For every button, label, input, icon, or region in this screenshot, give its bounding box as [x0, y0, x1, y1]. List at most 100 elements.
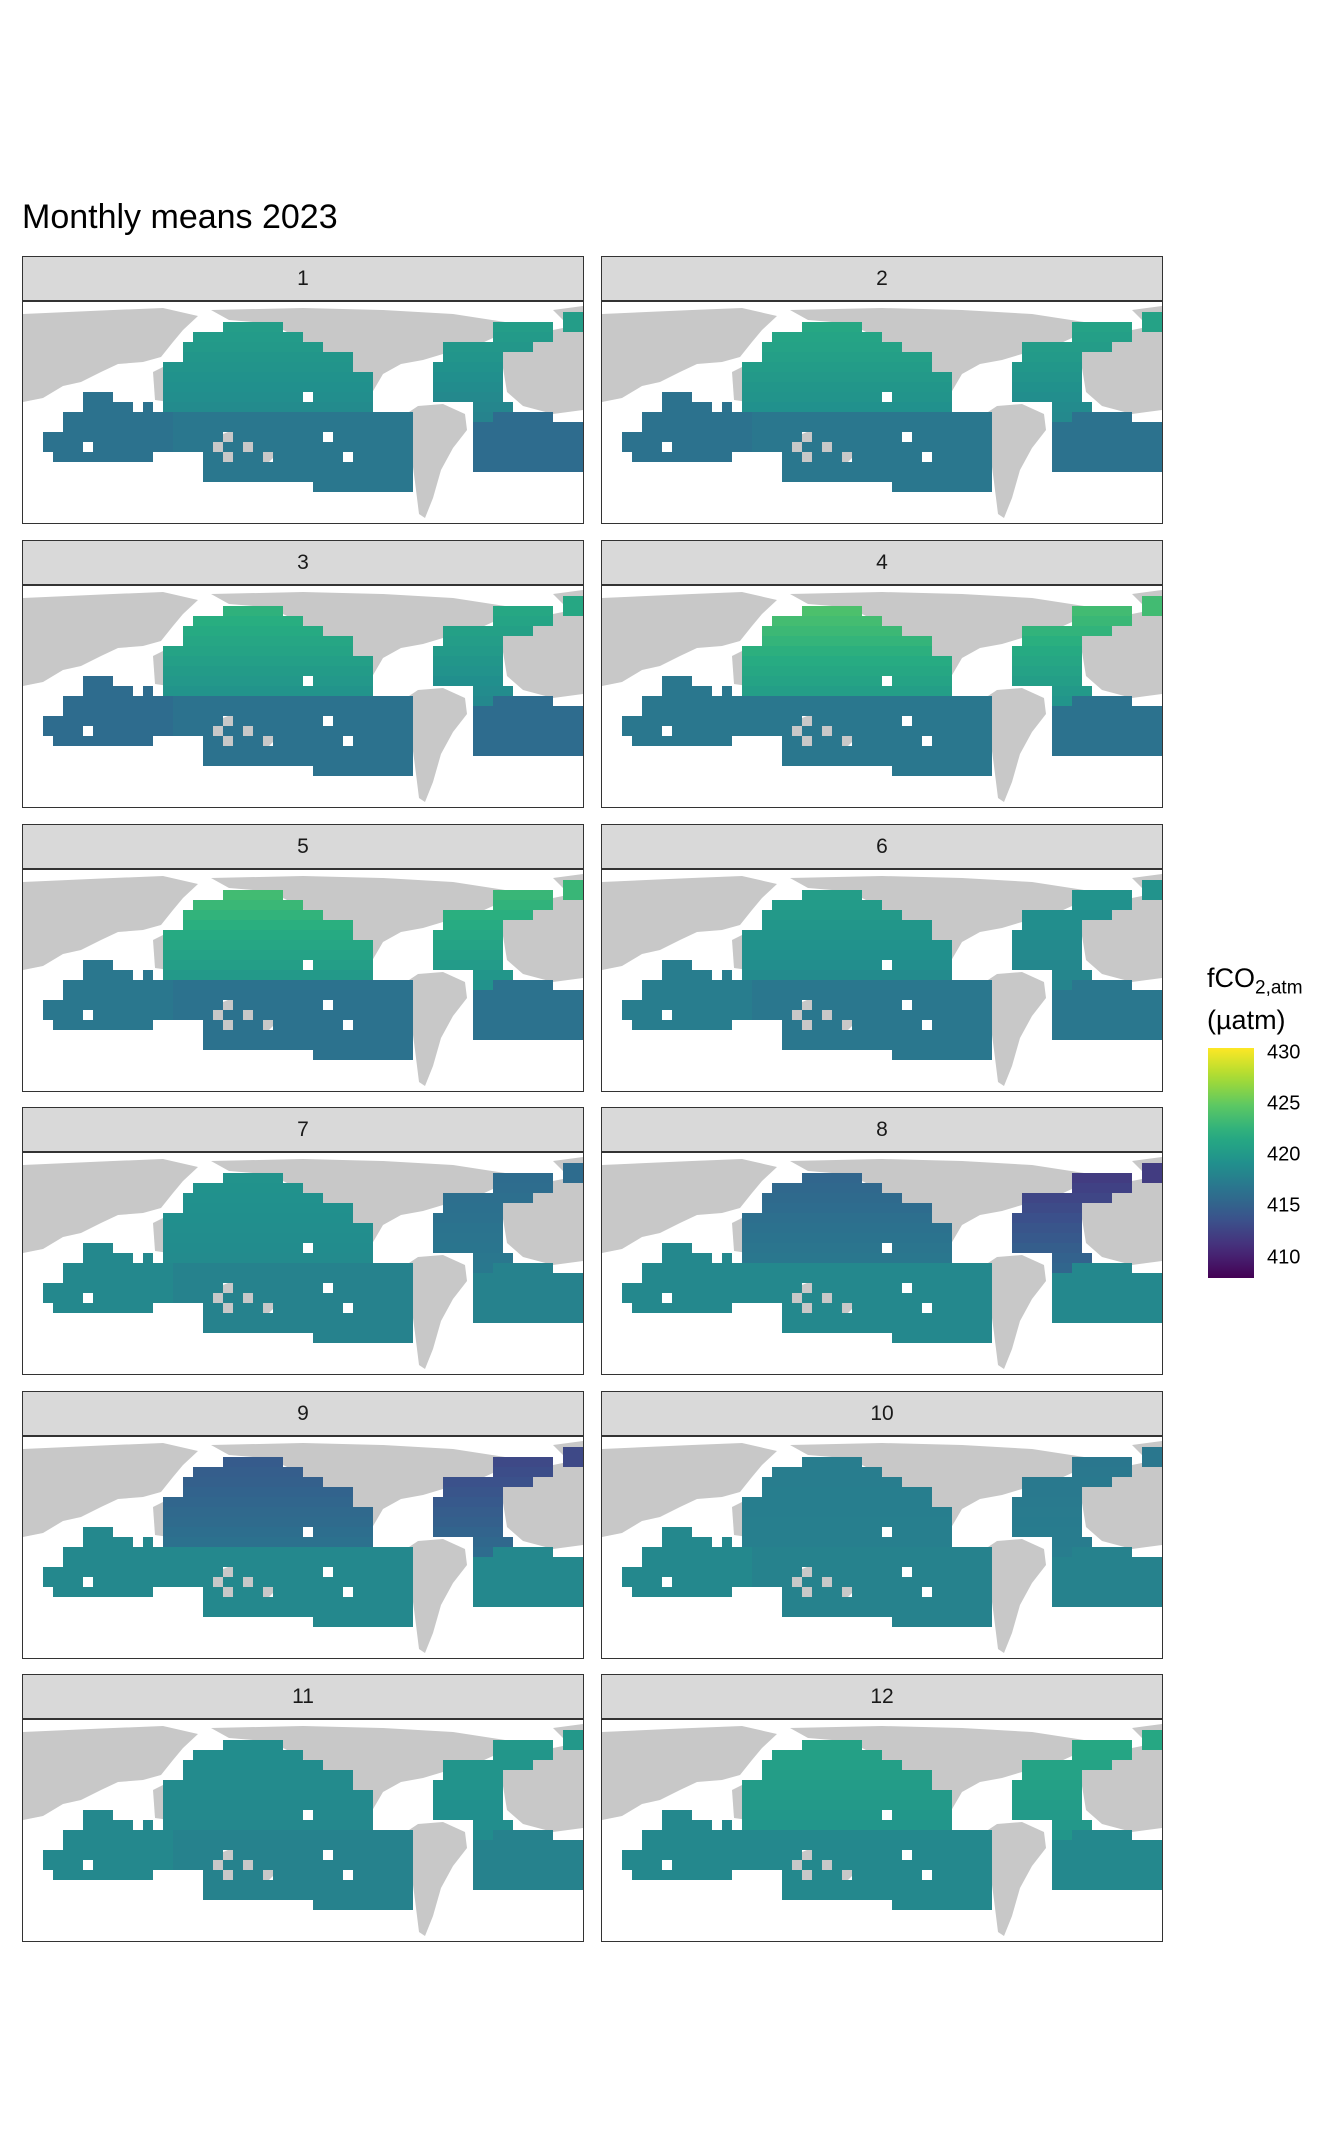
data-cell: [73, 452, 83, 462]
data-cell: [273, 1313, 283, 1323]
data-cell: [263, 1253, 273, 1263]
data-cell: [812, 1323, 822, 1333]
data-cell: [493, 706, 503, 716]
data-cell: [123, 1273, 133, 1283]
data-cell: [333, 1537, 343, 1547]
data-cell: [273, 1283, 283, 1293]
data-cell: [403, 1577, 413, 1587]
land-shape: [982, 1255, 1046, 1369]
data-cell: [822, 1253, 832, 1263]
data-cell: [303, 1020, 313, 1030]
data-cell: [103, 1273, 113, 1283]
data-cell: [892, 656, 902, 666]
data-cell: [233, 1577, 243, 1587]
data-cell: [1062, 462, 1072, 472]
data-cell: [503, 1193, 513, 1203]
data-cell: [912, 352, 922, 362]
data-cell: [253, 1203, 263, 1213]
data-cell: [303, 1030, 313, 1040]
data-cell: [373, 1293, 383, 1303]
data-cell: [1102, 322, 1112, 332]
data-cell: [283, 392, 293, 402]
data-cell: [493, 736, 503, 746]
data-cell: [313, 746, 323, 756]
data-cell: [1022, 910, 1032, 920]
data-cell: [233, 1517, 243, 1527]
data-cell: [203, 1577, 213, 1587]
data-cell: [922, 646, 932, 656]
data-cell: [922, 666, 932, 676]
data-cell: [862, 462, 872, 472]
data-cell: [862, 1273, 872, 1283]
data-cell: [343, 636, 353, 646]
data-cell: [103, 402, 113, 412]
data-cell: [373, 1010, 383, 1020]
data-cell: [563, 432, 573, 442]
data-cell: [213, 1203, 223, 1213]
data-cell: [273, 940, 283, 950]
data-cell: [1132, 1030, 1142, 1040]
data-cell: [173, 940, 183, 950]
data-cell: [662, 392, 672, 402]
data-cell: [972, 1020, 982, 1030]
data-cell: [93, 1263, 103, 1273]
data-cell: [912, 756, 922, 766]
data-cell: [1052, 950, 1062, 960]
data-cell: [313, 1557, 323, 1567]
data-cell: [93, 392, 103, 402]
data-cell: [483, 372, 493, 382]
data-cell: [1032, 646, 1042, 656]
data-cell: [652, 1283, 662, 1293]
data-cell: [872, 402, 882, 412]
data-cell: [93, 1020, 103, 1030]
data-cell: [682, 412, 692, 422]
data-cell: [942, 766, 952, 776]
data-cell: [1052, 686, 1062, 696]
data-cell: [952, 1303, 962, 1313]
data-cell: [962, 980, 972, 990]
data-cell: [323, 726, 333, 736]
data-cell: [862, 1253, 872, 1263]
data-cell: [792, 1253, 802, 1263]
data-cell: [642, 1283, 652, 1293]
data-cells: [43, 596, 583, 776]
data-cell: [862, 1020, 872, 1030]
data-cell: [882, 1030, 892, 1040]
data-cell: [742, 656, 752, 666]
data-cell: [922, 1273, 932, 1283]
data-cell: [253, 1577, 263, 1587]
data-cell: [73, 990, 83, 1000]
data-cell: [63, 422, 73, 432]
data-cell: [483, 666, 493, 676]
data-cell: [1062, 1273, 1072, 1283]
data-cell: [83, 706, 93, 716]
data-cell: [1122, 746, 1132, 756]
data-cell: [383, 422, 393, 432]
data-cell: [193, 726, 203, 736]
data-cell: [443, 910, 453, 920]
data-cell: [772, 706, 782, 716]
data-cell: [832, 646, 842, 656]
data-cell: [912, 372, 922, 382]
data-cell: [253, 472, 263, 482]
data-cell: [922, 990, 932, 1000]
data-cell: [872, 332, 882, 342]
data-cell: [293, 402, 303, 412]
data-cell: [922, 766, 932, 776]
data-cell: [323, 1527, 333, 1537]
data-cell: [93, 1273, 103, 1283]
data-cell: [503, 452, 513, 462]
data-cell: [902, 950, 912, 960]
data-cell: [1062, 950, 1072, 960]
data-cell: [233, 606, 243, 616]
data-cell: [363, 960, 373, 970]
data-cell: [1122, 422, 1132, 432]
data-cell: [812, 1173, 822, 1183]
data-cell: [343, 646, 353, 656]
data-cell: [393, 706, 403, 716]
data-cell: [243, 1283, 253, 1293]
data-cell: [972, 412, 982, 422]
data-cell: [303, 706, 313, 716]
data-cell: [622, 1283, 632, 1293]
data-cell: [173, 1537, 183, 1547]
